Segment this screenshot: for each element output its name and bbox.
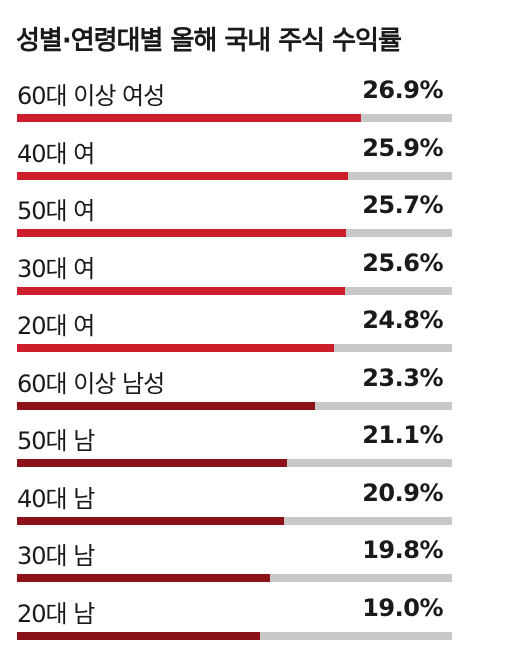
bar-track — [17, 344, 452, 352]
value-label: 21.1% — [362, 421, 443, 449]
value-label: 19.8% — [362, 536, 443, 564]
bar-track — [17, 286, 452, 295]
value-label: 19.0% — [362, 593, 443, 622]
value-label: 23.3% — [362, 363, 443, 392]
bar — [17, 401, 316, 410]
bar-track — [17, 459, 452, 467]
bar — [17, 516, 285, 525]
chart-title: 성별·연령대별 올해 국내 주식 수익률 — [16, 26, 402, 56]
category-label: 30대 여 — [17, 254, 95, 283]
bar-track — [17, 114, 452, 122]
value-label: 25.9% — [362, 133, 443, 162]
bar — [17, 286, 345, 295]
value-label: 25.6% — [362, 248, 443, 277]
bar-track — [17, 229, 452, 237]
category-label: 50대 남 — [17, 427, 95, 455]
bar-track — [17, 516, 452, 525]
bar-row: 60대 이상 여성 26.9% — [0, 70, 505, 128]
bar — [17, 631, 261, 640]
category-label: 20대 여 — [17, 312, 95, 340]
bar-row: 60대 이상 남성 23.3% — [0, 358, 505, 416]
bar-row: 30대 여 25.6% — [0, 243, 505, 301]
bar — [17, 344, 335, 352]
category-label: 40대 여 — [17, 139, 95, 168]
value-label: 24.8% — [362, 306, 443, 334]
bar-row: 30대 남 19.8% — [0, 530, 505, 588]
category-label: 20대 남 — [17, 599, 95, 628]
category-label: 60대 이상 여성 — [17, 82, 165, 110]
bar — [17, 574, 271, 582]
bar-track — [17, 171, 452, 180]
bar-track — [17, 401, 452, 410]
value-label: 26.9% — [362, 76, 443, 104]
value-label: 25.7% — [362, 191, 443, 219]
bar-chart: 60대 이상 여성 26.9% 40대 여 25.9% 50대 여 25.7% 30대 여 2… — [0, 70, 505, 645]
value-label: 20.9% — [362, 478, 443, 507]
category-label: 50대 여 — [17, 197, 95, 225]
bar — [17, 171, 349, 180]
bar-row: 50대 여 25.7% — [0, 185, 505, 243]
bar-track — [17, 574, 452, 582]
bar-row: 40대 여 25.9% — [0, 128, 505, 186]
bar — [17, 459, 287, 467]
bar-row: 40대 남 20.9% — [0, 473, 505, 531]
category-label: 40대 남 — [17, 484, 95, 513]
category-label: 60대 이상 남성 — [17, 369, 165, 398]
bar — [17, 229, 346, 237]
bar-track — [17, 631, 452, 640]
bar — [17, 114, 362, 122]
bar-row: 20대 여 24.8% — [0, 300, 505, 358]
bar-row: 20대 남 19.0% — [0, 588, 505, 646]
category-label: 30대 남 — [17, 542, 95, 570]
bar-row: 50대 남 21.1% — [0, 415, 505, 473]
